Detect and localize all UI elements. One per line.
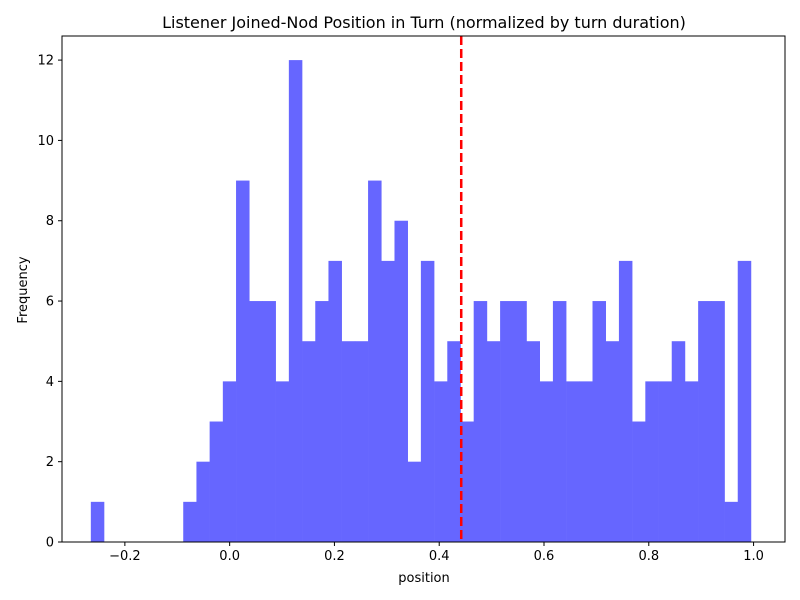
histogram-bar <box>552 301 567 542</box>
x-tick-label: 0.6 <box>534 549 555 564</box>
histogram-bar <box>539 381 554 542</box>
plot-frame <box>61 35 786 543</box>
histogram-bar <box>486 341 501 542</box>
histogram-bar <box>315 301 329 542</box>
histogram-bar <box>183 501 197 542</box>
y-tick-label: 10 <box>37 134 54 149</box>
chart-title: Listener Joined-Nod Position in Turn (no… <box>162 13 686 32</box>
histogram-bar <box>341 341 356 542</box>
x-tick-label: 0.4 <box>429 549 450 564</box>
histogram-bar <box>513 301 527 542</box>
y-tick-label: 6 <box>46 295 54 310</box>
histogram-bar <box>328 260 342 542</box>
histogram-bar <box>671 341 686 542</box>
histogram-bar <box>394 220 408 543</box>
histogram-bar <box>460 421 474 542</box>
histogram-bar <box>737 260 752 542</box>
bars-group <box>90 60 752 543</box>
x-tick-label: −0.2 <box>109 549 141 564</box>
histogram-bar <box>209 421 224 542</box>
histogram-bar <box>566 381 580 542</box>
y-tick-label: 8 <box>46 214 54 229</box>
x-axis-title: position <box>398 571 450 586</box>
histogram-bar <box>711 301 725 542</box>
histogram-bar <box>645 381 659 542</box>
histogram-bar <box>420 260 435 542</box>
y-axis-ticks: 0 2 4 6 8 10 12 <box>37 54 62 551</box>
x-axis-ticks: −0.2 0.0 0.2 0.4 0.6 0.8 1.0 <box>109 542 764 564</box>
histogram-bar <box>368 180 382 542</box>
histogram-bar <box>222 381 237 542</box>
histogram-bar <box>447 341 461 542</box>
y-tick-label: 12 <box>37 54 54 69</box>
histogram-bar <box>473 301 488 542</box>
histogram-bar <box>262 301 276 542</box>
histogram-bar <box>658 381 673 542</box>
histogram-bar <box>684 381 699 542</box>
histogram-bar <box>724 501 739 542</box>
x-tick-label: 0.0 <box>219 549 240 564</box>
y-tick-label: 0 <box>46 536 54 551</box>
histogram-bar <box>90 501 105 542</box>
histogram-bar <box>605 341 620 542</box>
y-tick-label: 2 <box>46 455 54 470</box>
histogram-bar <box>526 341 540 542</box>
histogram-bar <box>592 301 607 542</box>
x-tick-label: 0.2 <box>324 549 345 564</box>
x-tick-label: 1.0 <box>743 549 764 564</box>
histogram-bar <box>236 180 250 542</box>
histogram-bar <box>500 301 514 542</box>
x-tick-label: 0.8 <box>638 549 659 564</box>
histogram-bar <box>302 341 316 542</box>
histogram-bar <box>434 381 448 542</box>
histogram-bar <box>381 260 395 542</box>
y-tick-label: 4 <box>46 375 54 390</box>
histogram-bar <box>249 301 263 542</box>
histogram-bar <box>354 341 369 542</box>
histogram-bar <box>407 461 422 542</box>
y-axis-title: Frequency <box>16 256 31 323</box>
histogram-bar <box>632 421 646 542</box>
histogram-bar <box>698 301 712 542</box>
histogram-bar <box>275 381 290 542</box>
histogram-bar <box>196 461 210 542</box>
histogram-bar <box>579 381 593 542</box>
histogram-bar <box>618 260 633 542</box>
histogram-bar <box>288 60 303 542</box>
